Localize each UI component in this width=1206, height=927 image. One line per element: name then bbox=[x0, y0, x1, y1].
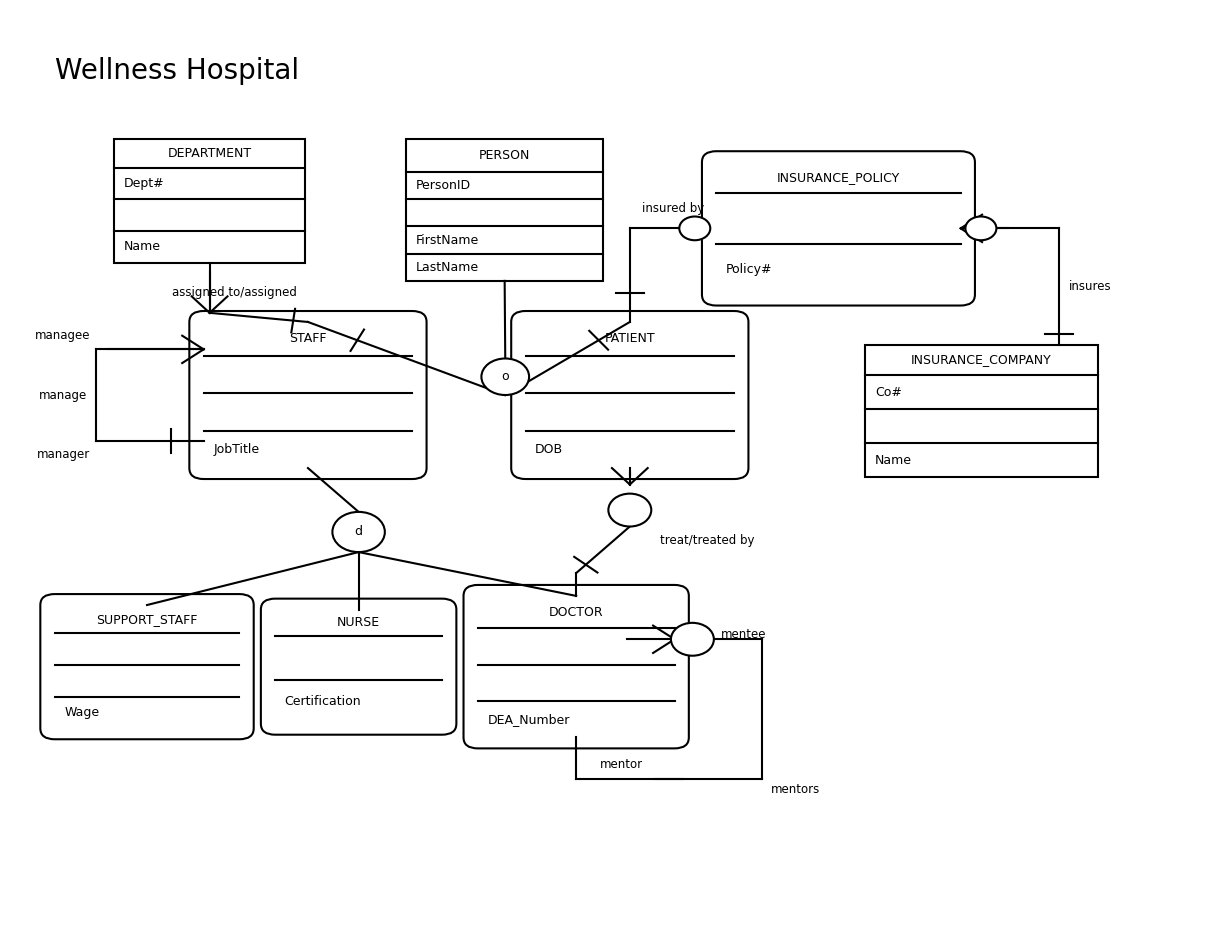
Text: Certification: Certification bbox=[285, 695, 362, 708]
FancyBboxPatch shape bbox=[260, 599, 456, 735]
Circle shape bbox=[333, 512, 385, 552]
Text: mentors: mentors bbox=[771, 783, 820, 796]
Text: PersonID: PersonID bbox=[416, 179, 472, 192]
Text: FirstName: FirstName bbox=[416, 234, 479, 247]
Bar bbox=[406, 139, 603, 281]
Text: DOCTOR: DOCTOR bbox=[549, 605, 603, 618]
Text: INSURANCE_POLICY: INSURANCE_POLICY bbox=[777, 171, 900, 184]
Text: Wage: Wage bbox=[64, 706, 99, 719]
Text: manage: manage bbox=[39, 388, 87, 401]
Text: INSURANCE_COMPANY: INSURANCE_COMPANY bbox=[911, 353, 1052, 366]
Text: Wellness Hospital: Wellness Hospital bbox=[54, 57, 299, 85]
Circle shape bbox=[965, 217, 996, 240]
FancyBboxPatch shape bbox=[40, 594, 253, 739]
Circle shape bbox=[671, 623, 714, 655]
FancyBboxPatch shape bbox=[511, 311, 749, 479]
Text: assigned to/assigned: assigned to/assigned bbox=[172, 286, 298, 299]
Bar bbox=[865, 345, 1097, 477]
Text: PATIENT: PATIENT bbox=[604, 332, 655, 345]
Text: managee: managee bbox=[35, 329, 90, 342]
Text: SUPPORT_STAFF: SUPPORT_STAFF bbox=[96, 613, 198, 626]
Circle shape bbox=[481, 359, 529, 395]
Circle shape bbox=[608, 494, 651, 527]
Text: Dept#: Dept# bbox=[124, 177, 164, 190]
Text: JobTitle: JobTitle bbox=[213, 443, 259, 456]
Text: treat/treated by: treat/treated by bbox=[660, 534, 754, 547]
Text: d: d bbox=[355, 526, 363, 539]
Text: NURSE: NURSE bbox=[336, 616, 380, 629]
Text: Name: Name bbox=[874, 453, 912, 466]
Text: DEPARTMENT: DEPARTMENT bbox=[168, 147, 252, 160]
Text: insured by: insured by bbox=[642, 202, 704, 215]
Bar bbox=[115, 139, 305, 262]
Text: PERSON: PERSON bbox=[479, 149, 531, 162]
Text: insures: insures bbox=[1069, 280, 1111, 293]
Text: Co#: Co# bbox=[874, 386, 902, 399]
Text: mentee: mentee bbox=[721, 629, 767, 641]
Text: DOB: DOB bbox=[535, 443, 563, 456]
Text: manager: manager bbox=[37, 448, 90, 461]
Text: LastName: LastName bbox=[416, 260, 479, 273]
Circle shape bbox=[679, 217, 710, 240]
Text: DEA_Number: DEA_Number bbox=[487, 713, 569, 726]
Text: mentor: mentor bbox=[599, 758, 643, 771]
Text: STAFF: STAFF bbox=[289, 332, 327, 345]
Text: Policy#: Policy# bbox=[726, 262, 772, 275]
FancyBboxPatch shape bbox=[463, 585, 689, 748]
FancyBboxPatch shape bbox=[189, 311, 427, 479]
Text: Name: Name bbox=[124, 240, 160, 253]
Text: o: o bbox=[502, 370, 509, 383]
FancyBboxPatch shape bbox=[702, 151, 974, 306]
